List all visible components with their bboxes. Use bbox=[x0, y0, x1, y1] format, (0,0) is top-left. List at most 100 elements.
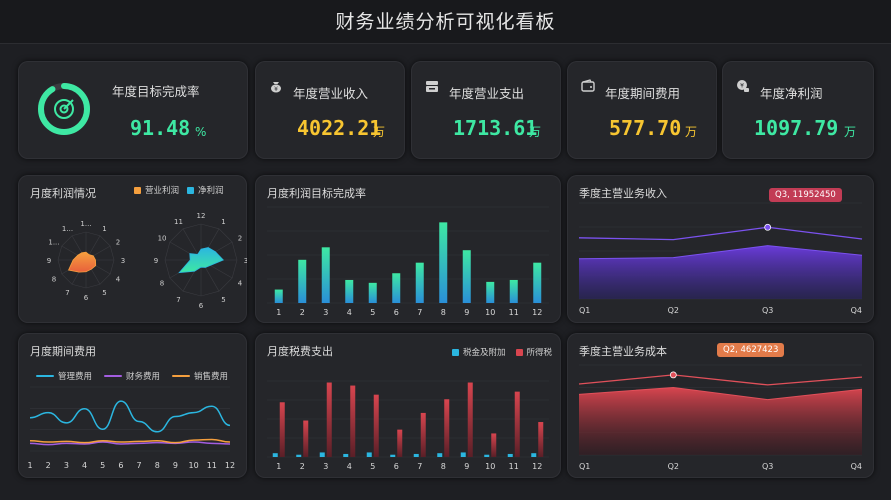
legend-tax-surcharge: 税金及附加 bbox=[463, 348, 506, 358]
quarter-revenue-chart: Q1 Q2 Q3 Q4 bbox=[578, 202, 863, 315]
bar-8 bbox=[439, 222, 448, 303]
bar-income-tax bbox=[326, 382, 332, 457]
monthly-tax-chart: 1 2 3 4 5 6 7 8 9 10 11 12 bbox=[267, 380, 549, 471]
kpi-revenue-value: 4022.21 bbox=[297, 116, 382, 140]
radar-axis-label: 1... bbox=[48, 239, 59, 247]
radar-axis-label: 8 bbox=[160, 280, 164, 288]
legend-management: 管理费用 bbox=[58, 372, 93, 382]
x-tick-label: 3 bbox=[64, 461, 69, 470]
x-tick-label: 5 bbox=[370, 462, 375, 471]
x-tick-label: Q3 bbox=[762, 306, 773, 315]
svg-text:¥: ¥ bbox=[274, 86, 278, 93]
coins-icon: ¥ bbox=[736, 78, 750, 92]
x-tick-label: 12 bbox=[532, 462, 542, 471]
radar-axis-label: 5 bbox=[102, 289, 106, 297]
radar-axis-label: 1 bbox=[221, 218, 225, 226]
x-tick-label: 1 bbox=[276, 308, 281, 317]
x-tick-label: 5 bbox=[370, 308, 375, 317]
x-tick-label: 7 bbox=[417, 308, 422, 317]
quarter-cost-title: 季度主营业务成本 bbox=[579, 345, 667, 358]
legend-income-tax: 所得税 bbox=[526, 348, 553, 358]
x-tick-label: 10 bbox=[485, 308, 495, 317]
bar-6 bbox=[392, 273, 401, 303]
radar-axis-label: 8 bbox=[52, 276, 56, 284]
profit-target-title: 月度利润目标完成率 bbox=[267, 187, 366, 200]
line-series-0 bbox=[29, 400, 231, 433]
bar-12 bbox=[533, 262, 542, 303]
area-top-line bbox=[578, 245, 863, 260]
highlight-point bbox=[764, 223, 772, 231]
line-series-2 bbox=[29, 438, 231, 444]
radar-axis-label: 4 bbox=[238, 280, 243, 288]
radar-axis-label: 9 bbox=[47, 257, 51, 265]
svg-text:¥: ¥ bbox=[740, 83, 744, 90]
bar-tax-surcharge bbox=[296, 454, 302, 457]
x-tick-label: 4 bbox=[347, 462, 352, 471]
radar-axis-label: 12 bbox=[197, 212, 206, 220]
x-tick-label: 9 bbox=[173, 461, 178, 470]
bar-tax-surcharge bbox=[531, 453, 537, 457]
quarter-cost-chart: Q1 Q2 Q3 Q4 bbox=[578, 364, 863, 471]
kpi-card-period-cost: 年度期间费用 577.70 万 bbox=[567, 61, 717, 159]
x-tick-label: 12 bbox=[532, 308, 542, 317]
x-tick-label: 4 bbox=[82, 461, 87, 470]
x-tick-label: Q2 bbox=[668, 306, 679, 315]
radar-axis-label: 3 bbox=[121, 257, 125, 265]
bar-income-tax bbox=[350, 385, 356, 457]
x-tick-label: 3 bbox=[323, 462, 328, 471]
quarter-revenue-tooltip: Q3, 11952450 bbox=[769, 188, 842, 202]
x-tick-label: 6 bbox=[394, 308, 399, 317]
x-tick-label: 2 bbox=[300, 308, 305, 317]
bar-income-tax bbox=[467, 382, 473, 457]
panel-quarter-cost: 季度主营业务成本 Q1 Q2 Q3 Q4 Q2, 4627423 bbox=[567, 333, 874, 478]
kpi-card-target: 年度目标完成率 91.48 % bbox=[18, 61, 248, 159]
period-cost-legend: 管理费用 财务费用 销售费用 bbox=[36, 370, 228, 382]
radar-axis-label: 9 bbox=[154, 257, 158, 265]
legend-line-management bbox=[36, 375, 54, 377]
cash-register-icon bbox=[425, 78, 439, 92]
x-tick-label: 8 bbox=[155, 461, 160, 470]
bar-11 bbox=[509, 279, 518, 303]
x-tick-label: 1 bbox=[276, 462, 281, 471]
monthly-profit-title: 月度利润情况 bbox=[30, 187, 96, 200]
legend-line-sales bbox=[172, 375, 191, 377]
kpi-card-revenue: ¥ 年度营业收入 4022.21 万 bbox=[255, 61, 405, 159]
radar-grid bbox=[57, 231, 115, 289]
bar-income-tax bbox=[303, 420, 309, 457]
x-tick-label: Q4 bbox=[851, 306, 862, 315]
kpi-target-label: 年度目标完成率 bbox=[112, 84, 200, 99]
radar-axis-label: 6 bbox=[199, 302, 204, 310]
x-tick-label: 3 bbox=[323, 308, 328, 317]
x-tick-label: 7 bbox=[137, 461, 142, 470]
x-tick-label: 2 bbox=[300, 462, 305, 471]
money-bag-icon: ¥ bbox=[269, 78, 283, 93]
bar-income-tax bbox=[514, 391, 520, 457]
target-progress-ring bbox=[38, 83, 90, 135]
legend-swatch-income-tax bbox=[515, 348, 523, 356]
area-series bbox=[579, 387, 862, 455]
x-tick-label: Q2 bbox=[668, 462, 679, 471]
bar-income-tax bbox=[373, 394, 379, 457]
radar-grid bbox=[164, 223, 238, 297]
panel-quarter-revenue: 季度主营业务收入 Q1 Q2 Q3 Q4 Q3, 11952450 bbox=[567, 175, 874, 323]
legend-sales: 销售费用 bbox=[194, 372, 229, 382]
legend-swatch-net-profit bbox=[187, 186, 195, 194]
legend-operating-profit: 营业利润 bbox=[145, 186, 180, 196]
profit-target-chart: 1 2 3 4 5 6 7 8 9 10 11 12 bbox=[267, 206, 549, 317]
quarter-revenue-title: 季度主营业务收入 bbox=[579, 187, 667, 200]
bar-tax-surcharge bbox=[507, 453, 513, 457]
bar-10 bbox=[486, 281, 495, 303]
kpi-period-cost-value: 577.70 bbox=[609, 116, 682, 140]
radar-axis-label: 2 bbox=[116, 239, 120, 247]
radar-axis-label: 4 bbox=[116, 276, 121, 284]
series-line bbox=[578, 374, 863, 386]
bar-tax-surcharge bbox=[343, 453, 349, 457]
x-tick-label: 9 bbox=[464, 462, 469, 471]
x-tick-label: 8 bbox=[441, 462, 446, 471]
bar-tax-surcharge bbox=[484, 454, 490, 457]
radar-axis-label: 5 bbox=[221, 296, 225, 304]
line-series-1 bbox=[29, 441, 231, 446]
radar-series-0 bbox=[67, 251, 97, 273]
radar-axis-label: 6 bbox=[84, 294, 89, 302]
